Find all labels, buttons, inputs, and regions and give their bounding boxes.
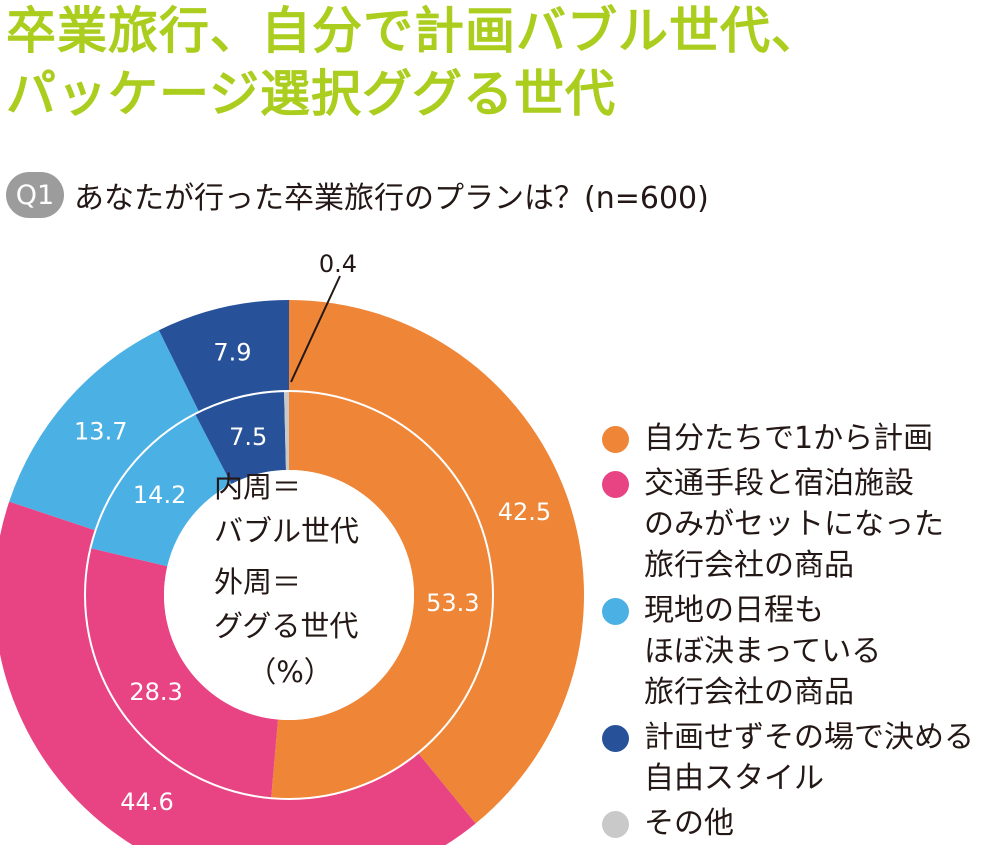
legend-item-3: 現地の日程もほぼ決まっている 旅行会社の商品 — [602, 590, 974, 713]
legend-item-2: 交通手段と宿泊施設 のみがセットになった 旅行会社の商品 — [602, 463, 974, 586]
center-label: 内周＝ バブル世代 外周＝ ググる世代 （%） — [214, 470, 359, 689]
legend: 自分たちで1から計画 交通手段と宿泊施設 のみがセットになった 旅行会社の商品 現地の日… — [602, 418, 974, 848]
outer-value-label-2: 44.6 — [120, 788, 173, 816]
center-label-inner-1: 内周＝ — [214, 470, 301, 504]
legend-swatch — [602, 598, 629, 625]
leader-line-other — [290, 275, 341, 383]
inner-ring — [84, 391, 494, 799]
legend-label-line: 旅行会社の商品 — [644, 675, 854, 710]
legend-label-line: 自由スタイル — [644, 761, 824, 796]
inner-ring-slice-4 — [195, 391, 286, 485]
question-badge: Q1 — [6, 172, 64, 218]
legend-item-1: 自分たちで1から計画 — [602, 418, 974, 459]
inner-value-label-4: 7.5 — [229, 423, 267, 451]
legend-label-line: 旅行会社の商品 — [644, 548, 854, 583]
inner-value-label-3: 14.2 — [133, 481, 186, 509]
center-label-inner-2: バブル世代 — [214, 514, 359, 548]
legend-item-5: その他 — [602, 803, 974, 844]
inner-ring-slice-2 — [84, 548, 279, 799]
legend-item-4: 計画せずその場で決める 自由スタイル — [602, 717, 974, 799]
outer-ring-slice-1 — [289, 300, 584, 824]
outer-value-label-1: 42.5 — [498, 498, 551, 526]
center-label-unit: （%） — [247, 655, 333, 689]
legend-label-line: ほぼ決まっている — [644, 634, 882, 669]
legend-label-line: 現地の日程も — [644, 593, 824, 628]
legend-swatch — [602, 471, 629, 498]
ring-divider — [84, 390, 494, 800]
legend-label-line: 交通手段と宿泊施設 — [644, 466, 914, 501]
outer-value-label-4: 7.9 — [213, 338, 251, 366]
legend-swatch — [602, 426, 629, 453]
outer-ring-slice-3 — [9, 330, 200, 531]
outer-ring-slice-4 — [158, 300, 289, 412]
legend-swatch — [602, 725, 629, 752]
inner-value-label-2: 28.3 — [129, 678, 182, 706]
center-label-outer-2: ググる世代 — [214, 609, 358, 643]
legend-label-line: 計画せずその場で決める — [644, 720, 974, 755]
chart-title: 卒業旅行、自分で計画バブル世代、 パッケージ選択ググる世代 — [6, 0, 822, 126]
legend-swatch — [602, 811, 629, 838]
outer-ring-slice-2 — [0, 501, 476, 845]
leader-lines — [290, 275, 341, 383]
inner-value-label-5: 0.4 — [319, 250, 357, 278]
outer-value-label-3: 13.7 — [74, 417, 127, 445]
legend-label-line: のみがセットになった — [644, 507, 944, 542]
inner-ring-slice-5 — [284, 391, 289, 471]
question: Q1 あなたが行った卒業旅行のプランは？(n=600) — [6, 172, 709, 218]
center-label-outer-1: 外周＝ — [214, 565, 301, 599]
inner-value-label-1: 53.3 — [426, 589, 479, 617]
center-hole — [164, 470, 414, 720]
question-text: あなたが行った卒業旅行のプランは？(n=600) — [74, 181, 709, 216]
outer-ring — [0, 300, 584, 845]
legend-label-line: 自分たちで1から計画 — [644, 421, 934, 456]
inner-ring-slice-3 — [90, 413, 232, 567]
inner-ring-slice-1 — [271, 391, 494, 799]
legend-label-line: その他 — [644, 806, 734, 841]
value-labels: 53.3 28.3 14.2 7.5 0.4 42.5 44.6 13.7 7.9 — [74, 250, 551, 816]
chart-title-line-2: パッケージ選択ググる世代 — [6, 65, 616, 123]
chart-title-line-1: 卒業旅行、自分で計画バブル世代、 — [6, 2, 822, 60]
